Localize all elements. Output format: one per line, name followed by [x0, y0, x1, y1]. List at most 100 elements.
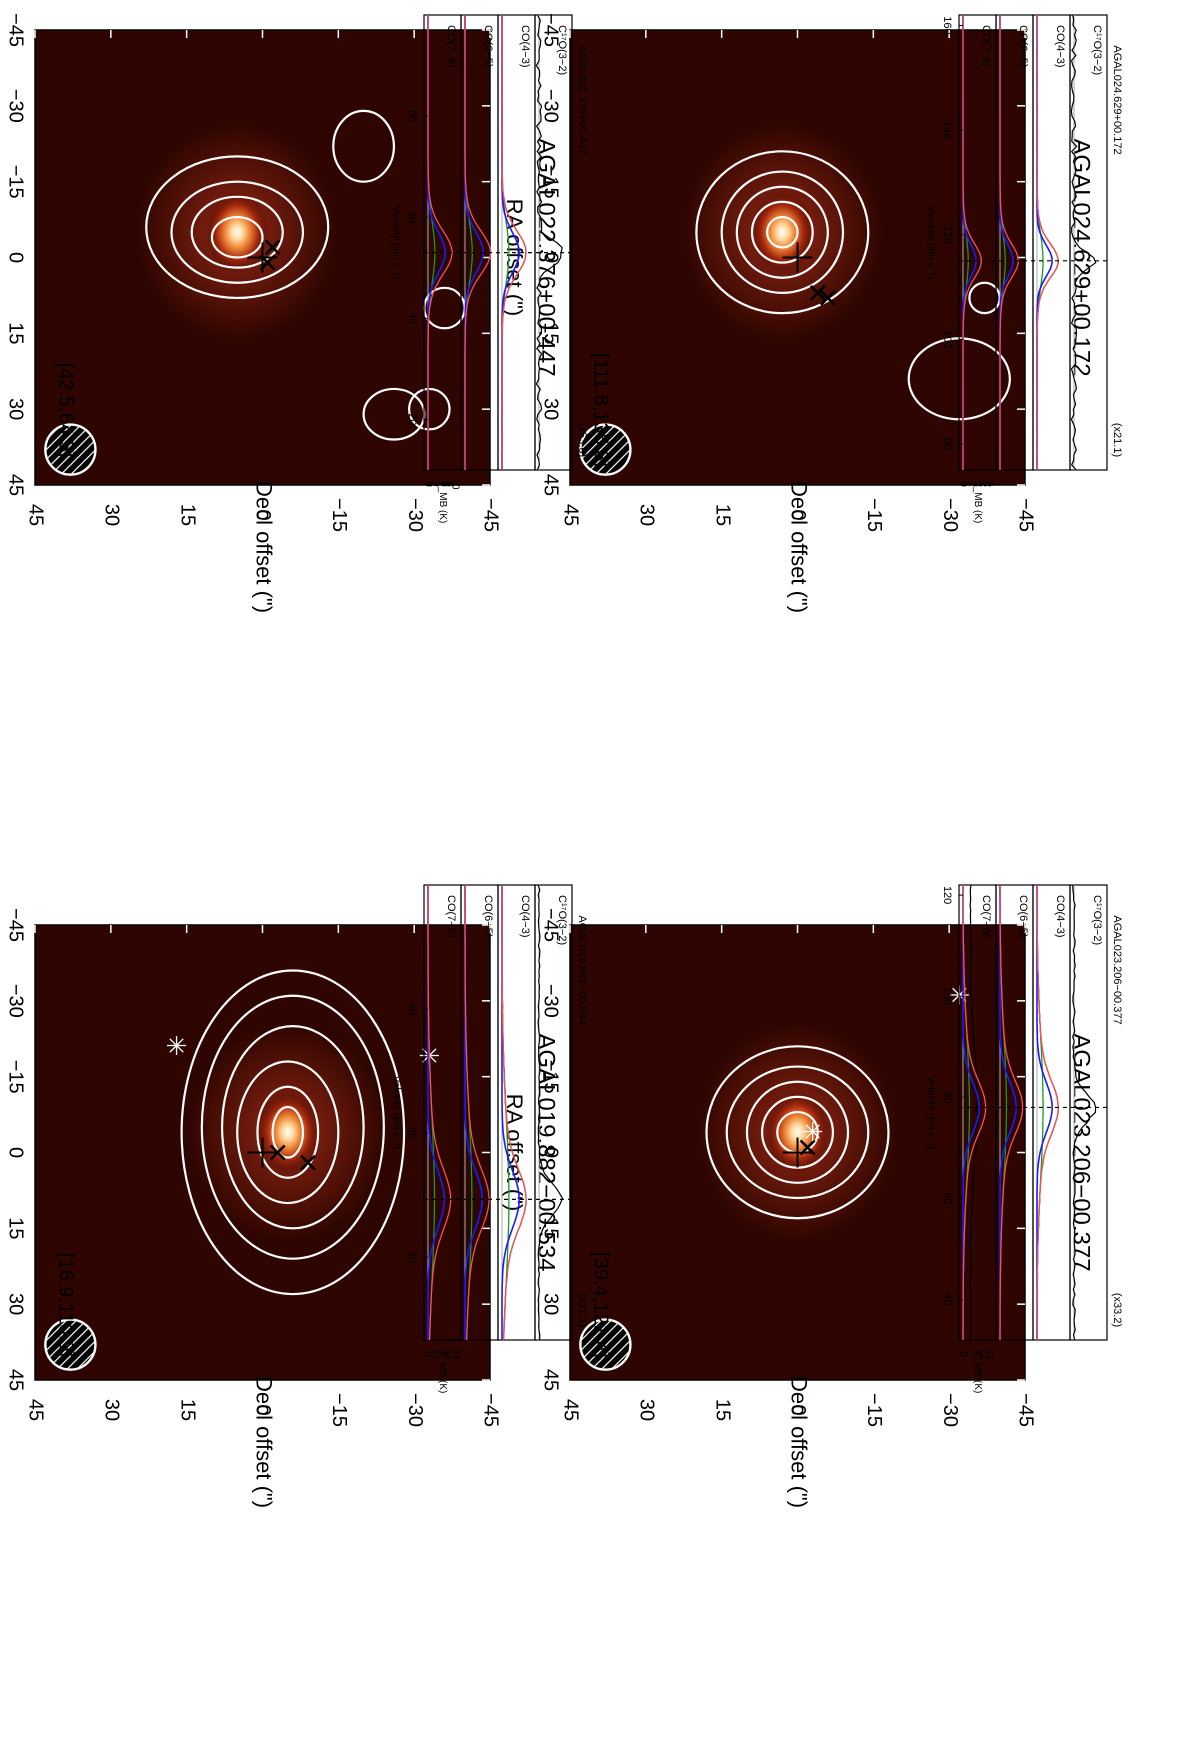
contour-level-0: [705, 1045, 890, 1220]
velocity-axis-label: Velocity (km s⁻¹): [925, 206, 936, 280]
velocity-tick-label: 120: [941, 886, 953, 904]
velocity-tick-label: 120: [941, 225, 953, 243]
spectrum-line-label: CO(7−6): [980, 895, 992, 938]
ra-tick-label: −45: [480, 1393, 502, 1427]
velocity-tick-label: 30: [406, 1251, 418, 1263]
spectra-panel-2: C¹⁷O(3−2) CO(4−3) CO(6−5) CO(7−6) AGAL023.20…: [925, 884, 1123, 1394]
intensity-tick-label: 1: [962, 481, 973, 487]
beam-icon: [579, 423, 632, 476]
intensity-tick-label: 33: [449, 1348, 460, 1360]
total-gaussian-fit: [962, 15, 982, 470]
contour-level-1: [170, 180, 305, 284]
velocity-tick-label: 80: [941, 438, 953, 450]
ra-tick-label: 30: [101, 504, 123, 526]
total-gaussian-fit: [1036, 15, 1059, 470]
ra-tick-label: 45: [560, 504, 582, 526]
dec-axis-label: Decl offset ("): [787, 1376, 812, 1508]
x-marker: [819, 290, 836, 306]
spectrum-line-label: CO(4−3): [519, 25, 531, 68]
x-marker: [809, 284, 826, 301]
intensity-tick-label: 2: [966, 481, 977, 487]
dec-tick-label: 0: [5, 1147, 27, 1158]
contour-level-0: [695, 150, 870, 315]
dec-axis-label: Decl offset ("): [787, 481, 812, 613]
ra-tick-label: 0: [787, 1404, 809, 1415]
contour-level-0: [180, 969, 406, 1296]
ra-tick-label: −45: [1015, 498, 1037, 532]
velocity-tick-label: 40: [406, 312, 418, 324]
velocity-range-label: [42.5,64.5]: [55, 363, 77, 458]
velocity-tick-label: 40: [941, 1293, 953, 1305]
intensity-tick-label: 2: [428, 481, 439, 487]
dec-tick-label: −15: [5, 1060, 27, 1094]
narrow-gaussian-fit: [1036, 885, 1054, 1340]
spectrum-line-label: C¹⁷O(3−2): [1091, 895, 1103, 945]
dec-tick-label: 15: [5, 1217, 27, 1239]
beam-icon: [44, 423, 97, 476]
spectrum-line-label: C¹⁷O(3−2): [556, 895, 568, 945]
dec-tick-label: 30: [5, 398, 27, 420]
spectrum-box: [423, 14, 462, 471]
source-title: AGAL022.376+00.447: [533, 138, 560, 376]
velocity-range-label: [16.9,110.9]: [55, 1253, 77, 1357]
total-gaussian-fit: [464, 15, 492, 470]
map-panel-1: 45 −45 30 −30 15 −15 0 0 −15 15 −30 30 −45 45 AGAL022.…: [5, 13, 560, 613]
dec-tick-label: 30: [5, 1293, 27, 1315]
velocity-tick-label: 20: [406, 413, 418, 425]
spectrum-trace: [1036, 884, 1059, 1341]
spectrum-line-label: CO(6−5): [1017, 25, 1029, 68]
ra-tick-label: −30: [404, 1393, 426, 1427]
dec-tick-label: −15: [5, 165, 27, 199]
dec-axis-label: Decl offset ("): [252, 1376, 277, 1508]
ra-tick-label: −30: [404, 498, 426, 532]
spectrum-line-label: CO(7−6): [445, 895, 457, 938]
intensity-axis-label: T_MB (K): [972, 481, 983, 524]
spectrum-scale: (x21.1): [1111, 423, 1123, 457]
x-marker: [269, 1144, 286, 1161]
ra-tick-label: 45: [25, 1399, 47, 1421]
spectrum-box: [958, 14, 997, 471]
map-emission-peak: [205, 191, 270, 274]
spectrum-title: AGAL023.206−00.377: [1111, 915, 1123, 1024]
ra-tick-label: 0: [252, 1404, 274, 1415]
intensity-tick-label: 3: [971, 481, 982, 487]
asterisk-marker: ✳: [166, 1032, 188, 1062]
dec-tick-label: −45: [540, 13, 562, 47]
dec-tick-label: −45: [5, 908, 27, 942]
velocity-axis-label: Velocity (km s⁻¹): [390, 1076, 401, 1150]
total-gaussian-fit: [999, 884, 1024, 1340]
x-marker: [300, 1154, 316, 1171]
total-gaussian-fit: [427, 885, 452, 1341]
dec-tick-label: 15: [540, 322, 562, 344]
dec-tick-label: −15: [540, 1060, 562, 1094]
broad-gaussian-fit: [1036, 15, 1044, 470]
contour-level-2: [190, 195, 284, 269]
velocity-tick-label: 60: [406, 1127, 418, 1139]
spectrum-trace: [535, 14, 563, 471]
contour-level-2: [745, 1080, 850, 1184]
source-title: AGAL023.206−00.377: [1068, 1033, 1095, 1271]
total-gaussian-fit: [464, 885, 490, 1341]
intensity-tick-label: 4: [975, 481, 986, 487]
intensity-tick-label: 11: [431, 1349, 442, 1360]
contour-level-1: [720, 170, 845, 294]
x-marker: [264, 239, 281, 256]
dec-tick-label: −30: [540, 984, 562, 1018]
ra-tick-label: −30: [939, 498, 961, 532]
dec-tick-label: 45: [540, 1369, 562, 1391]
intensity-axis-label: T_MB (K): [437, 481, 448, 524]
spectrum-title: AGAL024.629+00.172: [1111, 45, 1123, 154]
spectrum-box: [958, 884, 997, 1341]
contour-level-4: [256, 1085, 320, 1179]
dec-tick-label: 0: [540, 1147, 562, 1158]
spectrum-trace: [1070, 14, 1097, 471]
ra-tick-label: 30: [101, 1399, 123, 1421]
contour-level-2: [735, 185, 829, 279]
spectrum-scale: (x21.1): [576, 1293, 588, 1327]
intensity-axis-label: T_MB (K): [972, 1351, 983, 1394]
spectrum-box: [423, 884, 462, 1341]
velocity-tick-label: 80: [406, 110, 418, 122]
intensity-tick-label: 14: [975, 1348, 986, 1360]
spectrum-trace: [969, 884, 979, 1341]
contour-level-3: [750, 200, 814, 264]
